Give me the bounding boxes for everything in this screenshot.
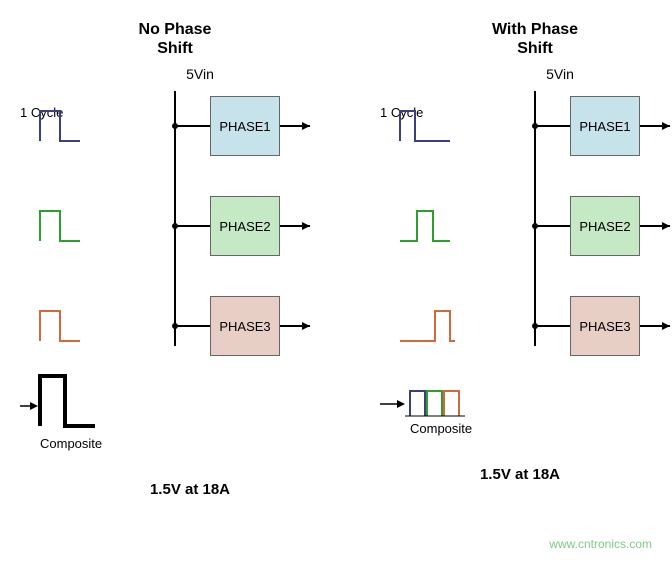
right-phase1-box: PHASE1	[570, 96, 640, 156]
left-arrow2	[302, 222, 310, 230]
right-pulse2	[400, 211, 450, 241]
left-vin-label: 5Vin	[70, 66, 330, 82]
left-node1	[172, 123, 178, 129]
right-pulse3	[400, 311, 455, 341]
phase3-label: PHASE3	[579, 319, 630, 334]
phase1-label: PHASE1	[579, 119, 630, 134]
right-title: With Phase Shift	[380, 20, 672, 58]
title-line2: Shift	[517, 40, 553, 57]
right-arrow3	[662, 322, 670, 330]
left-phase1-box: PHASE1	[210, 96, 280, 156]
right-phase2-box: PHASE2	[570, 196, 640, 256]
left-title: No Phase Shift	[20, 20, 330, 58]
left-pulse3	[40, 311, 80, 341]
phase2-label: PHASE2	[219, 219, 270, 234]
title-line2: Shift	[157, 40, 193, 57]
left-composite-label: Composite	[40, 436, 102, 451]
right-phase3-box: PHASE3	[570, 296, 640, 356]
left-svg-wrap: PHASE1 PHASE2 PHASE3 Composite	[20, 86, 330, 521]
left-phase2-box: PHASE2	[210, 196, 280, 256]
right-comp-p3	[444, 391, 459, 416]
phase3-label: PHASE3	[219, 319, 270, 334]
right-composite-label: Composite	[410, 421, 472, 436]
right-arrow1	[662, 122, 670, 130]
left-pulse2	[40, 211, 80, 241]
phase2-label: PHASE2	[579, 219, 630, 234]
with-phase-shift-diagram: With Phase Shift 5Vin 1 Cycle	[380, 20, 672, 483]
no-phase-shift-diagram: No Phase Shift 5Vin 1 Cycle	[20, 20, 330, 498]
right-comp-p1	[410, 391, 425, 416]
title-line1: No Phase	[139, 21, 212, 38]
left-arrow3	[302, 322, 310, 330]
left-phase3-box: PHASE3	[210, 296, 280, 356]
right-node2	[532, 223, 538, 229]
right-comp-p2	[427, 391, 442, 416]
title-line1: With Phase	[492, 21, 578, 38]
right-arrow2	[662, 222, 670, 230]
left-arrow1	[302, 122, 310, 130]
left-node2	[172, 223, 178, 229]
phase1-label: PHASE1	[219, 119, 270, 134]
left-composite-pulse	[40, 376, 95, 426]
left-composite-arrowhead	[30, 402, 38, 410]
right-node1	[532, 123, 538, 129]
watermark: www.cntronics.com	[549, 537, 652, 551]
right-node3	[532, 323, 538, 329]
right-pulse1	[400, 111, 450, 141]
left-diagram-svg	[20, 86, 330, 516]
right-vin-label: 5Vin	[430, 66, 672, 82]
left-pulse1	[40, 111, 80, 141]
right-svg-wrap: PHASE1 PHASE2 PHASE3 Composite	[380, 86, 672, 521]
right-composite-arrowhead	[397, 400, 405, 408]
